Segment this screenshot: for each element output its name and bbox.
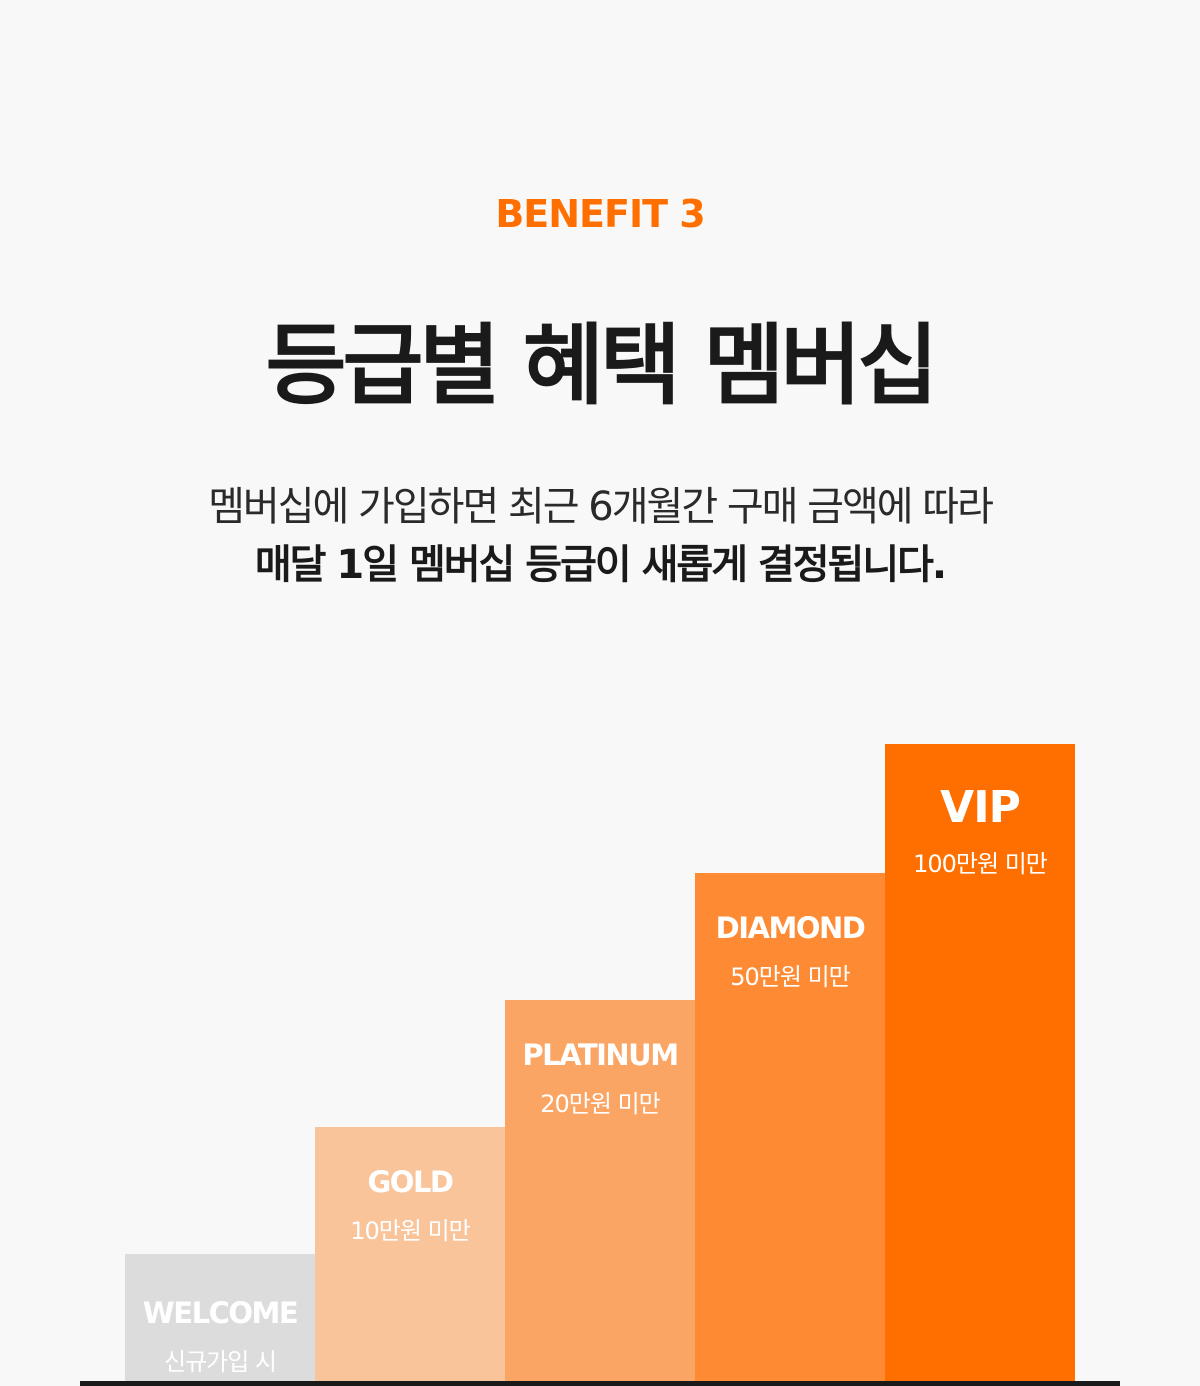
tier-bar-gold: GOLD 10만원 미만	[315, 1127, 505, 1381]
tier-name: VIP	[940, 782, 1021, 833]
tier-condition: 50만원 미만	[730, 962, 851, 991]
page-title: 등급별 혜택 멤버십	[265, 314, 939, 417]
tier-name: GOLD	[367, 1165, 454, 1199]
chart-baseline	[80, 1381, 1120, 1386]
tier-bar-diamond: DIAMOND 50만원 미만	[695, 873, 885, 1381]
description-line-1: 멤버십에 가입하면 최근 6개월간 구매 금액에 따라	[208, 484, 994, 530]
tier-bar-welcome: WELCOME 신규가입 시	[125, 1254, 315, 1381]
benefit-eyebrow: BENEFIT 3	[495, 192, 705, 236]
tier-name: WELCOME	[142, 1296, 299, 1330]
description: 멤버십에 가입하면 최근 6개월간 구매 금액에 따라 매달 1일 멤버십 등급…	[0, 478, 1200, 594]
tier-bar-vip: VIP 100만원 미만	[885, 744, 1075, 1381]
tier-name: DIAMOND	[715, 911, 866, 945]
description-line-2: 매달 1일 멤버십 등급이 새롭게 결정됩니다.	[254, 542, 947, 588]
tier-condition: 20만원 미만	[540, 1089, 661, 1118]
tier-bar-platinum: PLATINUM 20만원 미만	[505, 1000, 695, 1381]
tier-name: PLATINUM	[522, 1038, 679, 1072]
tier-condition: 신규가입 시	[163, 1347, 277, 1376]
tier-condition: 10만원 미만	[350, 1216, 471, 1245]
tier-condition: 100만원 미만	[913, 850, 1048, 879]
